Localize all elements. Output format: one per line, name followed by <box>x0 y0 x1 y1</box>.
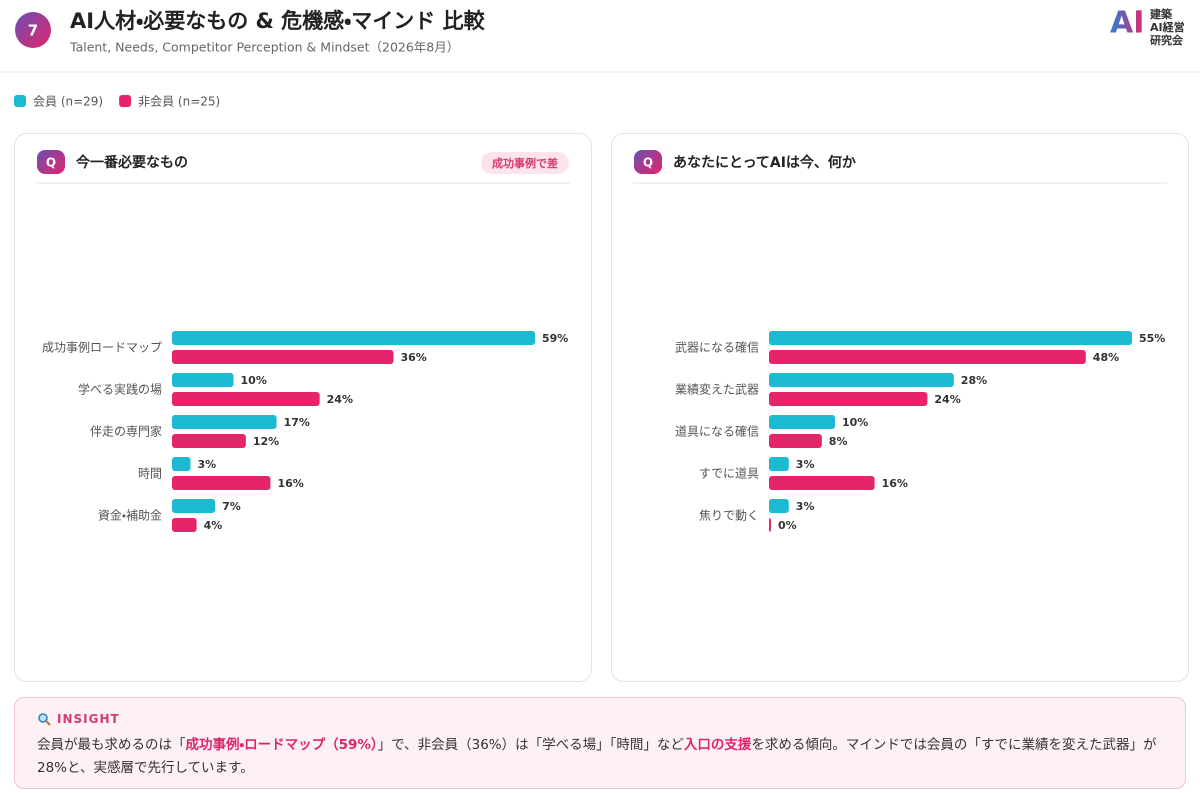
insight-text: 会員が最も求めるのは「成功事例・ロードマップ（59%）」で、非会員（36%）は「… <box>37 734 1163 780</box>
bar <box>172 331 535 345</box>
bar <box>769 331 1132 345</box>
bar <box>769 350 1086 364</box>
bar <box>769 518 771 532</box>
bar <box>172 434 246 448</box>
chart-title: 今一番必要なもの <box>76 154 188 171</box>
category-label: 道具になる確信 <box>675 424 759 439</box>
value-label: 7% <box>222 500 241 513</box>
tag-label: 成功事例で差 <box>492 156 558 170</box>
category-label: 時間 <box>138 467 162 481</box>
value-label: 48% <box>1093 351 1119 364</box>
value-label: 24% <box>934 393 960 406</box>
q-icon <box>634 150 662 174</box>
value-label: 12% <box>253 435 279 448</box>
value-label: 10% <box>241 374 267 387</box>
insight-highlight: 成功事例・ロードマップ（59%） <box>185 737 378 753</box>
badge-number: 7 <box>28 22 38 40</box>
category-label: 学べる実践の場 <box>78 382 162 397</box>
badge <box>15 12 51 48</box>
logo-text: 建築 <box>1149 7 1173 21</box>
legend-swatch <box>119 95 132 107</box>
bar <box>769 499 789 513</box>
q-icon-label: Q <box>643 156 653 170</box>
bar <box>172 350 394 364</box>
bar <box>769 373 954 387</box>
panel-frame <box>14 133 592 682</box>
value-label: 28% <box>961 374 987 387</box>
insight-box: INSIGHT 会員が最も求めるのは「成功事例・ロードマップ（59%）」で、非会… <box>14 697 1186 789</box>
bar <box>769 392 928 406</box>
value-label: 3% <box>796 458 815 471</box>
value-label: 10% <box>842 416 868 429</box>
q-icon <box>37 150 65 174</box>
value-label: 16% <box>882 477 908 490</box>
value-label: 59% <box>542 332 568 345</box>
insight-segment: を求める傾向。マインドでは会員の「すでに業績を変えた武器」が28%と、実感層で先… <box>37 737 1157 776</box>
bar <box>769 434 822 448</box>
category-label: 業績変えた武器 <box>675 382 759 397</box>
chart-title: あなたにとってAIは今、何か <box>673 154 856 171</box>
insight-label: INSIGHT <box>57 712 120 726</box>
panel-frame <box>611 133 1189 682</box>
value-label: 8% <box>829 435 848 448</box>
value-label: 24% <box>327 393 353 406</box>
insight-highlight: 入口の支援 <box>683 737 752 753</box>
category-label: 焦りで動く <box>699 509 759 523</box>
search-icon <box>38 713 51 726</box>
page-title: AI人材・必要なもの & 危機感・マインド 比較 <box>70 9 486 33</box>
insight-header: INSIGHT <box>37 712 1163 726</box>
category-label: 武器になる確信 <box>675 340 759 355</box>
category-label: 資金・補助金 <box>98 509 162 523</box>
logo-mark: AI <box>1110 6 1144 41</box>
bar <box>769 415 835 429</box>
bar <box>769 476 875 490</box>
value-label: 55% <box>1139 332 1165 345</box>
value-label: 36% <box>400 351 426 364</box>
bar <box>172 518 197 532</box>
insight-segment: 会員が最も求めるのは「 <box>37 737 186 753</box>
value-label: 3% <box>796 500 815 513</box>
legend-label: 会員 (n=29) <box>33 95 103 109</box>
legend: 会員 (n=29) 非会員 (n=25) <box>14 95 220 109</box>
logo-text: 研究会 <box>1150 33 1184 47</box>
legend-label: 非会員 (n=25) <box>138 95 220 109</box>
page-subtitle: Talent, Needs, Competitor Perception & M… <box>69 40 459 55</box>
insight-segment: 」で、非会員（36%）は「学べる場」「時間」など <box>377 737 684 753</box>
value-label: 3% <box>197 458 216 471</box>
bar <box>172 499 216 513</box>
bar <box>172 392 320 406</box>
value-label: 16% <box>277 477 303 490</box>
q-icon-label: Q <box>46 156 56 170</box>
bar <box>172 373 234 387</box>
bar <box>172 476 271 490</box>
category-label: すでに道具 <box>699 467 759 481</box>
bar <box>769 457 789 471</box>
tag-pill <box>481 152 569 174</box>
bar <box>172 415 277 429</box>
category-label: 伴走の専門家 <box>90 425 162 439</box>
legend-swatch <box>14 95 26 107</box>
value-label: 17% <box>284 416 310 429</box>
category-label: 成功事例ロードマップ <box>42 341 162 355</box>
dashboard: 7 AI人材・必要なもの & 危機感・マインド 比較 Talent, Needs… <box>0 6 1200 682</box>
value-label: 0% <box>778 519 797 532</box>
bar <box>172 457 191 471</box>
logo-text: AI経営 <box>1150 20 1185 34</box>
value-label: 4% <box>204 519 223 532</box>
